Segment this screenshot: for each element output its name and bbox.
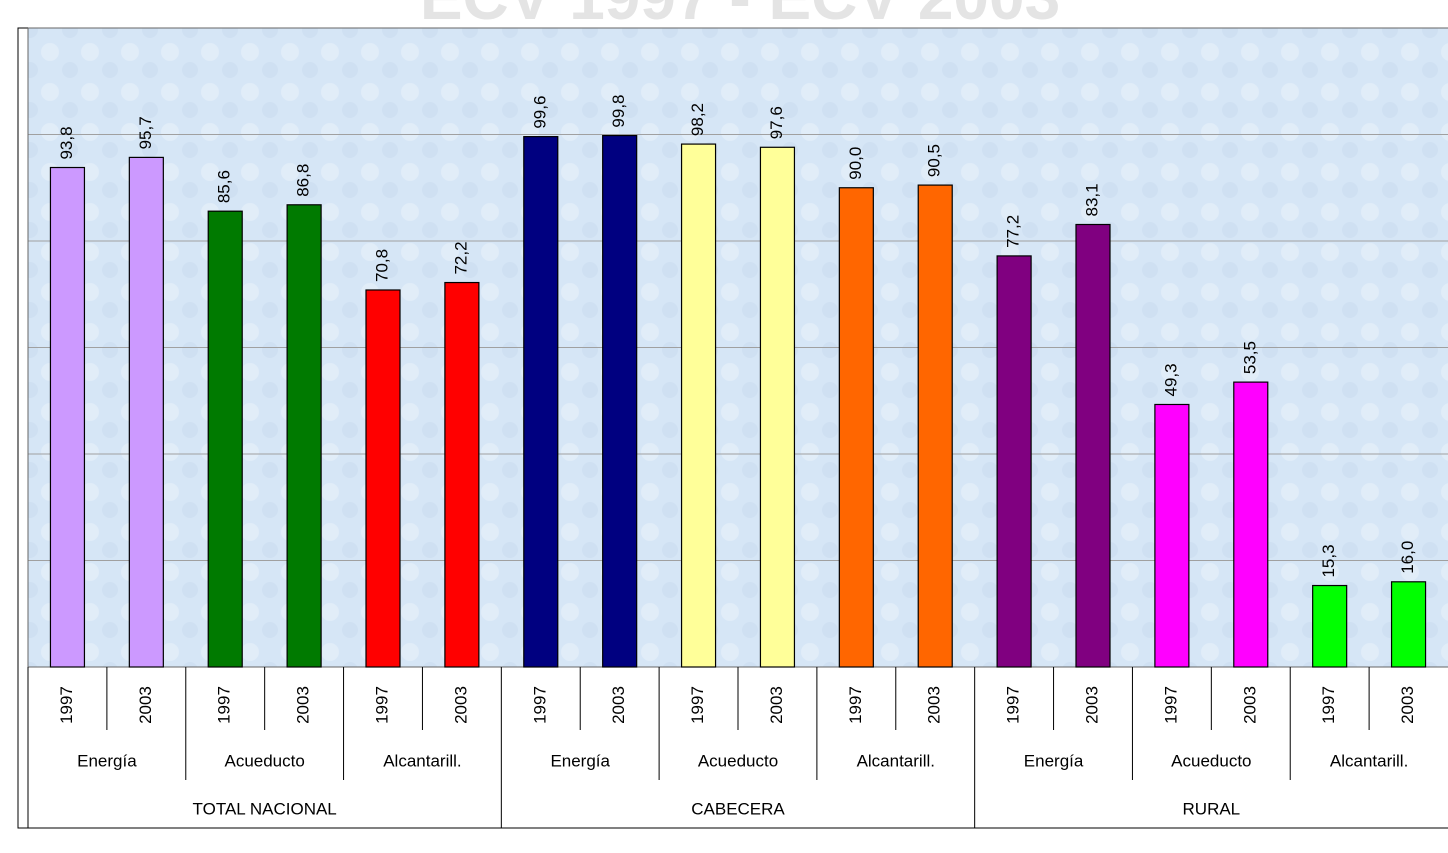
bar <box>1390 581 1427 668</box>
region-label: TOTAL NACIONAL <box>193 799 337 818</box>
data-label: 98,2 <box>688 103 707 136</box>
x-tick-label: 1997 <box>215 686 234 724</box>
data-label: 95,7 <box>136 116 155 149</box>
x-tick-label: 1997 <box>1004 686 1023 724</box>
data-label: 97,6 <box>767 106 786 139</box>
x-tick-label: 2003 <box>1082 686 1101 724</box>
bar <box>1075 223 1111 668</box>
chart-title: ECV 1997 - ECV 2003 <box>420 0 1060 33</box>
data-label: 53,5 <box>1240 341 1259 374</box>
x-tick-label: 2003 <box>767 686 786 724</box>
bar <box>680 143 717 668</box>
group-label: Energía <box>1024 751 1084 770</box>
bar <box>838 187 874 668</box>
bar <box>128 156 164 668</box>
bar <box>286 204 322 668</box>
x-tick-label: 2003 <box>136 686 155 724</box>
data-label: 93,8 <box>57 126 76 159</box>
bar <box>444 281 480 668</box>
group-label: Alcantarill. <box>1330 751 1408 770</box>
x-tick-label: 1997 <box>688 686 707 724</box>
bar <box>523 136 559 668</box>
x-tick-label: 2003 <box>609 686 628 724</box>
data-label: 72,2 <box>451 241 470 274</box>
x-tick-label: 1997 <box>1319 686 1338 724</box>
group-label: Energía <box>550 751 610 770</box>
data-label: 49,3 <box>1161 363 1180 396</box>
x-tick-label: 2003 <box>294 686 313 724</box>
x-tick-label: 1997 <box>57 686 76 724</box>
region-label: CABECERA <box>691 799 785 818</box>
data-label: 86,8 <box>294 164 313 197</box>
x-tick-label: 2003 <box>925 686 944 724</box>
x-tick-label: 1997 <box>1161 686 1180 724</box>
x-tick-label: 1997 <box>530 686 549 724</box>
data-label: 70,8 <box>372 249 391 282</box>
group-label: Acueducto <box>698 751 778 770</box>
bar <box>602 134 638 668</box>
group-label: Energía <box>77 751 137 770</box>
group-label: Alcantarill. <box>857 751 935 770</box>
x-tick-label: 2003 <box>451 686 470 724</box>
region-label: RURAL <box>1183 799 1241 818</box>
data-label: 99,8 <box>609 94 628 127</box>
group-label: Acueducto <box>224 751 304 770</box>
data-label: 16,0 <box>1398 541 1417 574</box>
bar <box>1312 584 1348 668</box>
bar <box>917 184 953 668</box>
bar <box>1154 403 1190 668</box>
data-label: 15,3 <box>1319 544 1338 577</box>
group-label: Alcantarill. <box>383 751 461 770</box>
bar <box>207 210 243 668</box>
x-tick-label: 1997 <box>372 686 391 724</box>
data-label: 85,6 <box>215 170 234 203</box>
x-tick-label: 2003 <box>1398 686 1417 724</box>
x-tick-label: 2003 <box>1240 686 1259 724</box>
bar <box>759 146 796 668</box>
x-tick-label: 1997 <box>846 686 865 724</box>
bar <box>49 166 86 668</box>
data-label: 90,0 <box>846 147 865 180</box>
bar <box>996 255 1032 668</box>
bar <box>365 289 401 668</box>
group-label: Acueducto <box>1171 751 1251 770</box>
bar <box>1233 381 1269 668</box>
data-label: 90,5 <box>925 144 944 177</box>
data-label: 99,6 <box>530 96 549 129</box>
data-label: 77,2 <box>1004 215 1023 248</box>
data-label: 83,1 <box>1082 183 1101 216</box>
